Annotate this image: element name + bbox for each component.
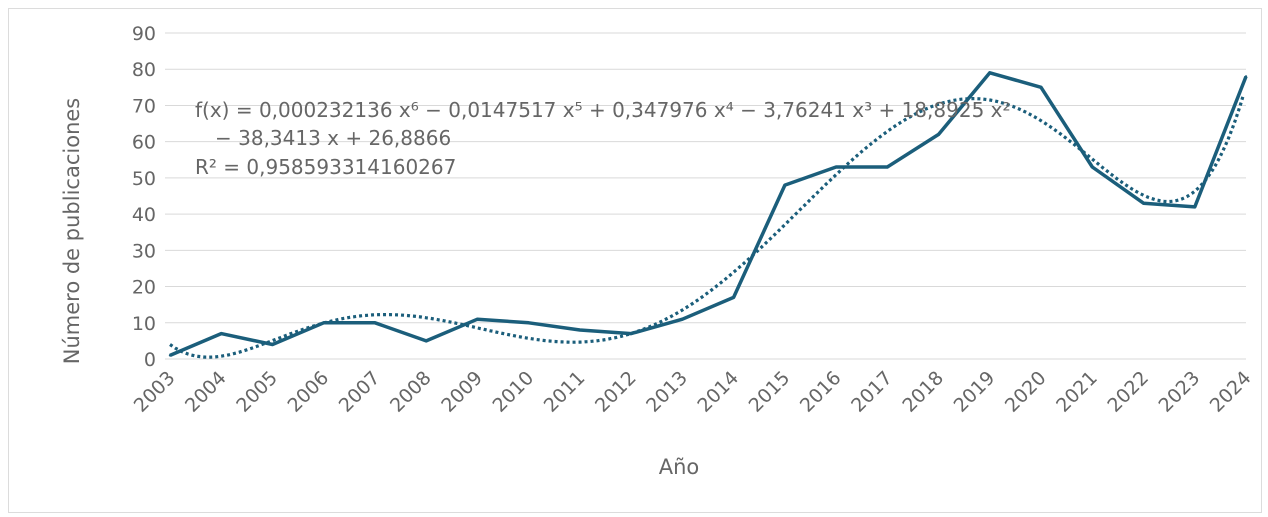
y-tick-label: 30: [132, 240, 156, 262]
x-tick-label: 2015: [745, 367, 795, 417]
data-point: [220, 332, 223, 335]
equation-line-2: − 38,3413 x + 26,8866: [215, 126, 451, 150]
data-point: [629, 332, 633, 335]
trendline-layer: [169, 94, 1245, 359]
data-point: [1142, 202, 1145, 205]
data-point: [168, 354, 172, 357]
trendline-equation: f(x) = 0,000232136 x⁶ − 0,0147517 x⁵ + 0…: [195, 98, 1011, 179]
data-point: [1039, 86, 1043, 89]
data-point: [732, 296, 735, 299]
data-point: [1091, 165, 1094, 169]
x-tick-label: 2016: [796, 367, 846, 417]
data-point: [1244, 75, 1248, 78]
x-tick-label: 2008: [386, 367, 436, 417]
data-point: [988, 71, 992, 75]
x-tick-label: 2019: [950, 367, 1000, 417]
x-tick-label: 2005: [232, 367, 282, 417]
series-layer: [168, 71, 1248, 358]
y-tick-label: 60: [132, 132, 156, 154]
x-tick-label: 2010: [488, 367, 538, 417]
equation-line-1: f(x) = 0,000232136 x⁶ − 0,0147517 x⁵ + 0…: [195, 98, 1011, 122]
x-tick-label: 2018: [898, 367, 948, 417]
data-point: [1193, 205, 1196, 209]
x-tick-label: 2022: [1103, 367, 1153, 417]
y-tick-label: 50: [132, 168, 156, 190]
data-point: [578, 328, 582, 332]
x-tick-label: 2004: [181, 367, 231, 417]
y-tick-label: 10: [132, 313, 156, 335]
x-tick-label: 2024: [1206, 367, 1256, 417]
data-point: [783, 183, 787, 187]
y-axis-title: Número de publicaciones: [60, 98, 84, 364]
x-tick-label: 2014: [693, 367, 743, 417]
x-tick-label: 2003: [130, 367, 180, 417]
x-tick-label: 2013: [642, 367, 692, 417]
y-tick-labels: 0 10 20 30 40 50 60 70 80 90: [132, 23, 156, 371]
x-tick-label: 2007: [335, 367, 385, 417]
y-tick-label: 0: [144, 349, 156, 371]
x-tick-labels: 2003 2004 2005 2006 2007 2008 2009 2010 2011 2012…: [130, 367, 1256, 417]
line-chart: 0 10 20 30 40 50 60 70 80 90 2003 2004 2005 2006 2007…: [60, 23, 1256, 479]
data-point: [424, 339, 428, 343]
data-point: [681, 317, 684, 321]
x-tick-label: 2011: [540, 367, 590, 417]
data-point: [476, 317, 479, 321]
data-point: [271, 343, 274, 346]
x-tick-label: 2021: [1052, 367, 1102, 417]
r-squared-label: R² = 0,958593314160267: [195, 155, 456, 179]
y-tick-label: 90: [132, 23, 156, 45]
data-point: [373, 321, 377, 324]
data-point: [886, 165, 889, 169]
x-tick-label: 2023: [1155, 367, 1205, 417]
y-tick-label: 70: [132, 95, 156, 117]
x-tick-label: 2009: [437, 367, 487, 417]
trendline: [169, 94, 1245, 359]
chart-frame: 0 10 20 30 40 50 60 70 80 90 2003 2004 2005 2006 2007…: [8, 8, 1262, 513]
y-tick-label: 80: [132, 59, 156, 81]
x-tick-label: 2012: [591, 367, 641, 417]
y-tick-label: 20: [132, 277, 156, 299]
data-point: [937, 133, 940, 136]
y-tick-label: 40: [132, 204, 156, 226]
data-point: [322, 321, 325, 324]
data-point: [834, 165, 838, 169]
x-tick-label: 2006: [283, 367, 333, 417]
series-line: [169, 71, 1248, 358]
data-point: [527, 321, 530, 324]
x-tick-label: 2020: [1001, 367, 1051, 417]
x-tick-label: 2017: [847, 367, 897, 417]
x-axis-title: Año: [659, 455, 700, 479]
